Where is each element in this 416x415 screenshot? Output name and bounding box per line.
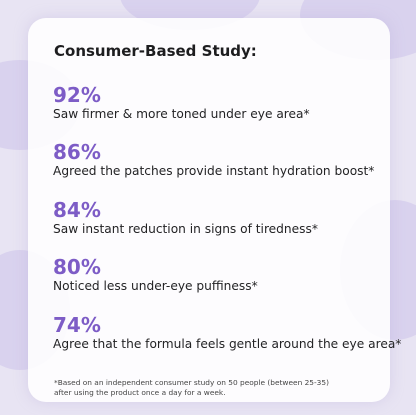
title: Consumer-Based Study: [54, 42, 257, 60]
stat-value: 84% [53, 198, 101, 222]
stat: 84% Saw instant reduction in signs of ti… [53, 199, 318, 238]
footnote-line: after using the product once a day for a… [54, 388, 226, 397]
stat: 92% Saw firmer & more toned under eye ar… [53, 84, 310, 123]
stat-value: 86% [53, 140, 101, 164]
stat-value: 74% [53, 313, 101, 337]
stat-value: 92% [53, 83, 101, 107]
stat-text: Saw instant reduction in signs of tiredn… [53, 222, 318, 236]
stat-text: Agree that the formula feels gentle arou… [53, 337, 402, 351]
stat: 80% Noticed less under-eye puffiness* [53, 256, 258, 295]
card [28, 18, 390, 402]
stat-value: 80% [53, 255, 101, 279]
footnote-line: *Based on an independent consumer study … [54, 378, 329, 387]
footnote: *Based on an independent consumer study … [54, 378, 329, 398]
stat-text: Saw firmer & more toned under eye area* [53, 107, 310, 121]
stat: 86% Agreed the patches provide instant h… [53, 141, 374, 180]
stat-text: Noticed less under-eye puffiness* [53, 279, 258, 293]
stat-text: Agreed the patches provide instant hydra… [53, 164, 375, 178]
stat: 74% Agree that the formula feels gentle … [53, 314, 401, 353]
